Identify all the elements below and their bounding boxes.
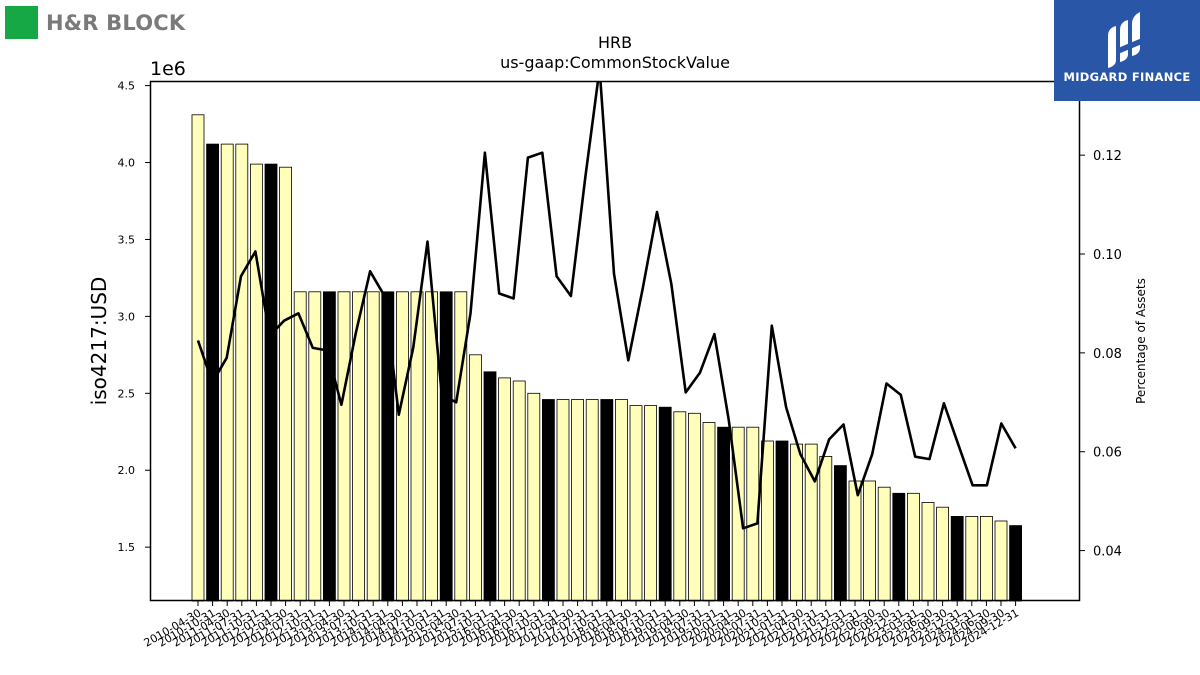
bar — [907, 492, 920, 602]
bar — [498, 377, 512, 602]
y-tick-label: 3.5 — [118, 233, 136, 246]
y-tick-label: 4.5 — [118, 80, 136, 93]
bar — [644, 405, 657, 602]
bar — [629, 405, 643, 602]
y-tick-label: 4.0 — [118, 157, 136, 170]
y-axis: 1.5 2.0 2.5 3.0 3.5 4.0 4.5 — [118, 80, 150, 554]
bar — [921, 502, 935, 602]
bar — [965, 516, 979, 602]
bar — [658, 406, 672, 602]
y-tick-label: 2.5 — [118, 387, 136, 400]
line-series — [196, 81, 1017, 530]
chart-title: HRB — [598, 33, 632, 52]
y-tick-label: 2.0 — [118, 464, 136, 477]
bar — [468, 354, 482, 602]
y2-tick-label: 0.12 — [1093, 149, 1122, 164]
bar — [454, 291, 468, 602]
y-axis-label: iso4217:USD — [87, 277, 111, 406]
y2-axis-label: Percentage of Assets — [1134, 278, 1148, 404]
bar — [410, 291, 424, 602]
bar — [848, 480, 862, 602]
bar — [220, 143, 234, 602]
chart-subtitle: us-gaap:CommonStockValue — [500, 53, 730, 72]
midgard-finance-logo: MIDGARD FINANCE — [1054, 0, 1200, 101]
midgard-mark-icon — [1108, 12, 1142, 68]
bar — [950, 516, 964, 602]
y2-tick-label: 0.04 — [1093, 545, 1122, 560]
bar — [527, 392, 541, 602]
bar — [293, 291, 307, 602]
y2-tick-label: 0.08 — [1093, 347, 1122, 362]
hr-block-logo: H&R BLOCK — [5, 6, 185, 39]
y2-tick-label: 0.06 — [1093, 446, 1122, 461]
bar — [702, 422, 716, 602]
bar — [366, 291, 380, 602]
bar — [249, 163, 263, 602]
bar — [863, 480, 876, 602]
bar — [264, 163, 278, 602]
bar — [980, 516, 993, 602]
y2-tick-label: 0.10 — [1093, 248, 1122, 263]
midgard-finance-name: MIDGARD FINANCE — [1063, 70, 1191, 84]
bar — [600, 399, 614, 602]
bar — [877, 486, 891, 602]
bar — [615, 399, 628, 602]
bar — [235, 143, 249, 602]
y2-axis: 0.04 0.06 0.08 0.10 0.12 — [1080, 149, 1122, 560]
bar — [322, 291, 336, 602]
plot-frame — [149, 80, 1081, 602]
bar — [556, 399, 570, 602]
bar — [439, 291, 453, 602]
bar — [542, 399, 555, 602]
bar — [761, 440, 774, 602]
bar — [717, 426, 730, 602]
bar — [483, 371, 497, 602]
hr-block-logo-square — [5, 6, 38, 39]
bar — [381, 291, 395, 602]
line-layer — [196, 81, 1017, 530]
bar — [571, 399, 584, 602]
bar — [834, 465, 847, 602]
bar — [308, 291, 322, 602]
bar — [191, 114, 205, 602]
y-tick-label: 3.0 — [118, 310, 136, 323]
bar — [819, 455, 833, 602]
bar — [395, 291, 409, 602]
bar — [790, 443, 803, 602]
bar — [512, 380, 526, 602]
hr-block-logo-text: H&R BLOCK — [46, 10, 186, 35]
bar — [936, 506, 949, 602]
bar — [279, 166, 293, 602]
y-tick-label: 1.5 — [118, 541, 136, 554]
bar — [688, 412, 701, 602]
bar — [337, 291, 351, 602]
bar — [994, 520, 1008, 602]
bar — [585, 399, 599, 602]
bar — [775, 440, 789, 602]
x-axis: 2010-04-302010-10-312011-04-302011-07-31… — [142, 601, 1021, 650]
bar — [1009, 525, 1022, 602]
bar — [673, 411, 687, 602]
y-scale-label: 1e6 — [150, 58, 186, 80]
bar — [892, 492, 906, 602]
